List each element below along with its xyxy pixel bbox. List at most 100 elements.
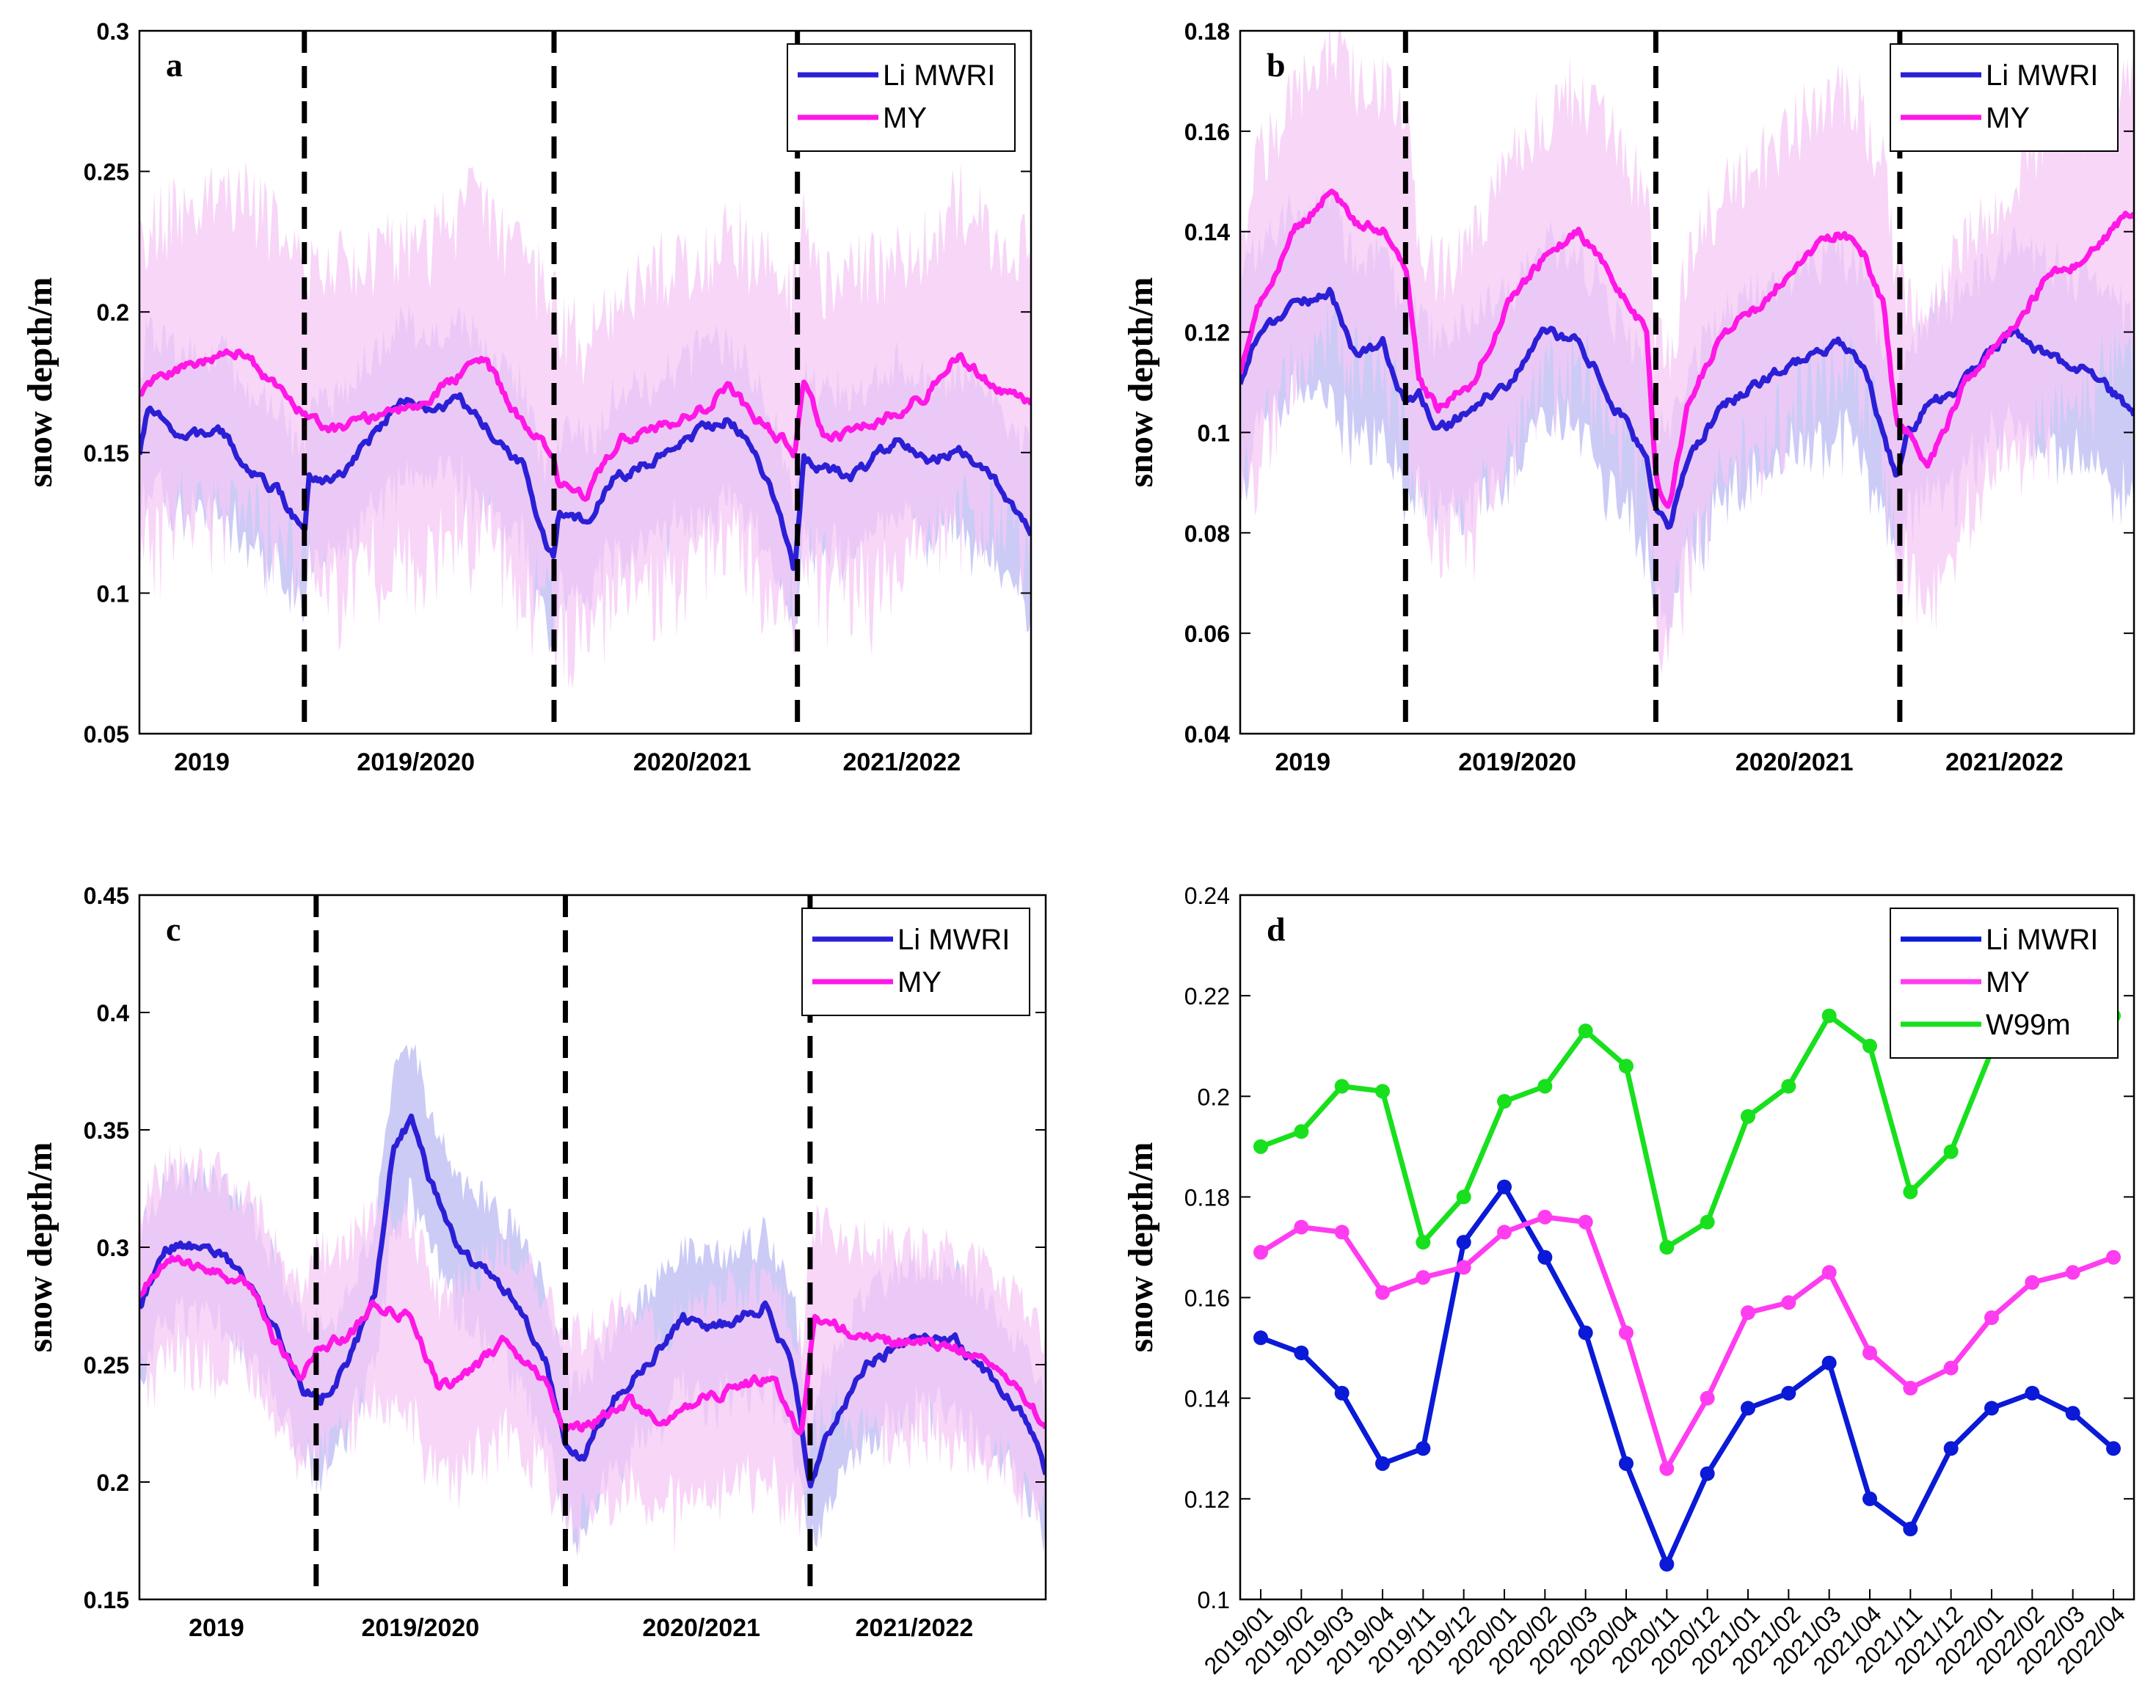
- data-point: [1537, 1209, 1553, 1225]
- y-axis-label: snow depth/m: [1121, 277, 1160, 488]
- legend-box: [801, 908, 1030, 1016]
- panel-letter: c: [166, 910, 181, 948]
- season-label: 2020/2021: [633, 748, 751, 776]
- legend-label: Li MWRI: [897, 924, 1010, 956]
- y-tick-label: 0.06: [1184, 621, 1230, 647]
- data-point: [1984, 1310, 1999, 1325]
- legend-label: MY: [897, 966, 942, 999]
- season-label: 2019: [174, 748, 230, 776]
- data-point: [1741, 1401, 1755, 1416]
- season-label: 2021/2022: [842, 748, 961, 776]
- y-tick-label: 0.4: [97, 1000, 130, 1026]
- data-point: [1334, 1385, 1350, 1401]
- data-point: [1294, 1219, 1309, 1235]
- data-point: [2106, 1249, 2121, 1265]
- panel-c: 2019 2019/2020 2020/2021 2021/2022 0.15 0.2 0.…: [21, 883, 1047, 1642]
- data-point: [1903, 1522, 1918, 1536]
- series-line-my: [139, 348, 1031, 502]
- data-point: [1578, 1325, 1593, 1340]
- data-point: [1456, 1260, 1471, 1275]
- data-point: [1497, 1179, 1512, 1194]
- legend-box: [787, 43, 1016, 152]
- legend-label: Li MWRI: [883, 59, 995, 92]
- data-point: [1497, 1225, 1512, 1240]
- legend: Li MWRI MY: [787, 43, 1016, 152]
- legend-label: Li MWRI: [1986, 59, 2098, 92]
- data-point: [2025, 1385, 2040, 1401]
- data-point: [1619, 1059, 1634, 1074]
- data-point: [1659, 1240, 1675, 1255]
- season-label: 2019: [1275, 748, 1330, 776]
- data-point: [1700, 1466, 1715, 1481]
- data-point: [1619, 1325, 1634, 1340]
- uncertainty-band-my: [139, 161, 1031, 690]
- legend: Li MWRI MY: [801, 908, 1030, 1016]
- data-point: [1741, 1109, 1755, 1124]
- legend: Li MWRI MY: [1890, 43, 2119, 152]
- series-line-w99m: [1259, 1013, 2113, 1250]
- data-point: [1294, 1124, 1309, 1139]
- data-point: [1821, 1355, 1837, 1371]
- data-point: [1943, 1441, 1959, 1456]
- data-point: [1862, 1346, 1877, 1360]
- series-line-my: [1240, 189, 2134, 509]
- data-point: [1903, 1184, 1918, 1200]
- y-axis-label: snow depth/m: [21, 277, 59, 488]
- y-axis-label: snow depth/m: [21, 1142, 59, 1353]
- plot-area: [139, 1043, 1046, 1558]
- y-tick-label: 0.25: [84, 1352, 129, 1379]
- data-point: [1537, 1249, 1553, 1265]
- legend-label: W99m: [1986, 1009, 2071, 1041]
- data-point: [1862, 1038, 1877, 1054]
- plot-area: [1240, 31, 2134, 675]
- series-line-li-mwri: [1240, 287, 2134, 530]
- panel-letter: a: [166, 46, 183, 84]
- data-point: [1781, 1079, 1796, 1094]
- data-point: [1294, 1346, 1309, 1360]
- season-label: 2021/2022: [1945, 748, 2064, 776]
- data-point: [1984, 1401, 1999, 1416]
- data-point: [1375, 1084, 1390, 1099]
- y-tick-label: 0.2: [97, 299, 129, 326]
- data-point: [1497, 1094, 1512, 1109]
- y-tick-label: 0.12: [1184, 320, 1230, 346]
- data-point: [2065, 1406, 2080, 1421]
- data-point: [1456, 1189, 1471, 1205]
- y-tick-label: 0.15: [84, 1587, 129, 1613]
- data-point: [1537, 1079, 1553, 1094]
- axes-frame: [138, 29, 1033, 735]
- data-point: [2065, 1265, 2080, 1280]
- data-point: [1416, 1270, 1431, 1285]
- data-point: [2106, 1441, 2121, 1456]
- season-label: 2019/2020: [361, 1614, 479, 1642]
- data-point: [1375, 1285, 1390, 1300]
- legend: Li MWRI MY W99m: [1890, 908, 2119, 1059]
- data-point: [1375, 1456, 1390, 1471]
- series-line-li-mwri: [1259, 1184, 2116, 1567]
- axes-frame: [1239, 29, 2135, 735]
- y-tick-label: 0.1: [97, 580, 129, 607]
- data-point: [1619, 1456, 1634, 1471]
- y-tick-label: 0.16: [1184, 1285, 1230, 1312]
- y-tick-label: 0.05: [84, 721, 129, 748]
- y-tick-label: 0.1: [1198, 1587, 1230, 1613]
- y-tick-label: 0.24: [1184, 883, 1230, 909]
- data-point: [1741, 1305, 1755, 1321]
- legend-label: MY: [1986, 966, 2030, 999]
- season-label: 2019: [189, 1614, 244, 1642]
- legend-box: [1890, 43, 2119, 152]
- data-point: [1253, 1139, 1268, 1154]
- y-tick-label: 0.14: [1184, 1386, 1230, 1412]
- data-point: [1334, 1225, 1350, 1240]
- legend-label: MY: [883, 102, 927, 134]
- data-point: [1578, 1023, 1593, 1039]
- data-point: [1700, 1214, 1715, 1230]
- y-tick-label: 0.14: [1184, 219, 1230, 246]
- data-point: [1253, 1244, 1268, 1260]
- y-tick-label: 0.45: [84, 883, 129, 909]
- panel-letter: d: [1267, 910, 1286, 948]
- plot-area: [1253, 1008, 2121, 1572]
- data-point: [1821, 1008, 1837, 1023]
- data-point: [1943, 1144, 1959, 1159]
